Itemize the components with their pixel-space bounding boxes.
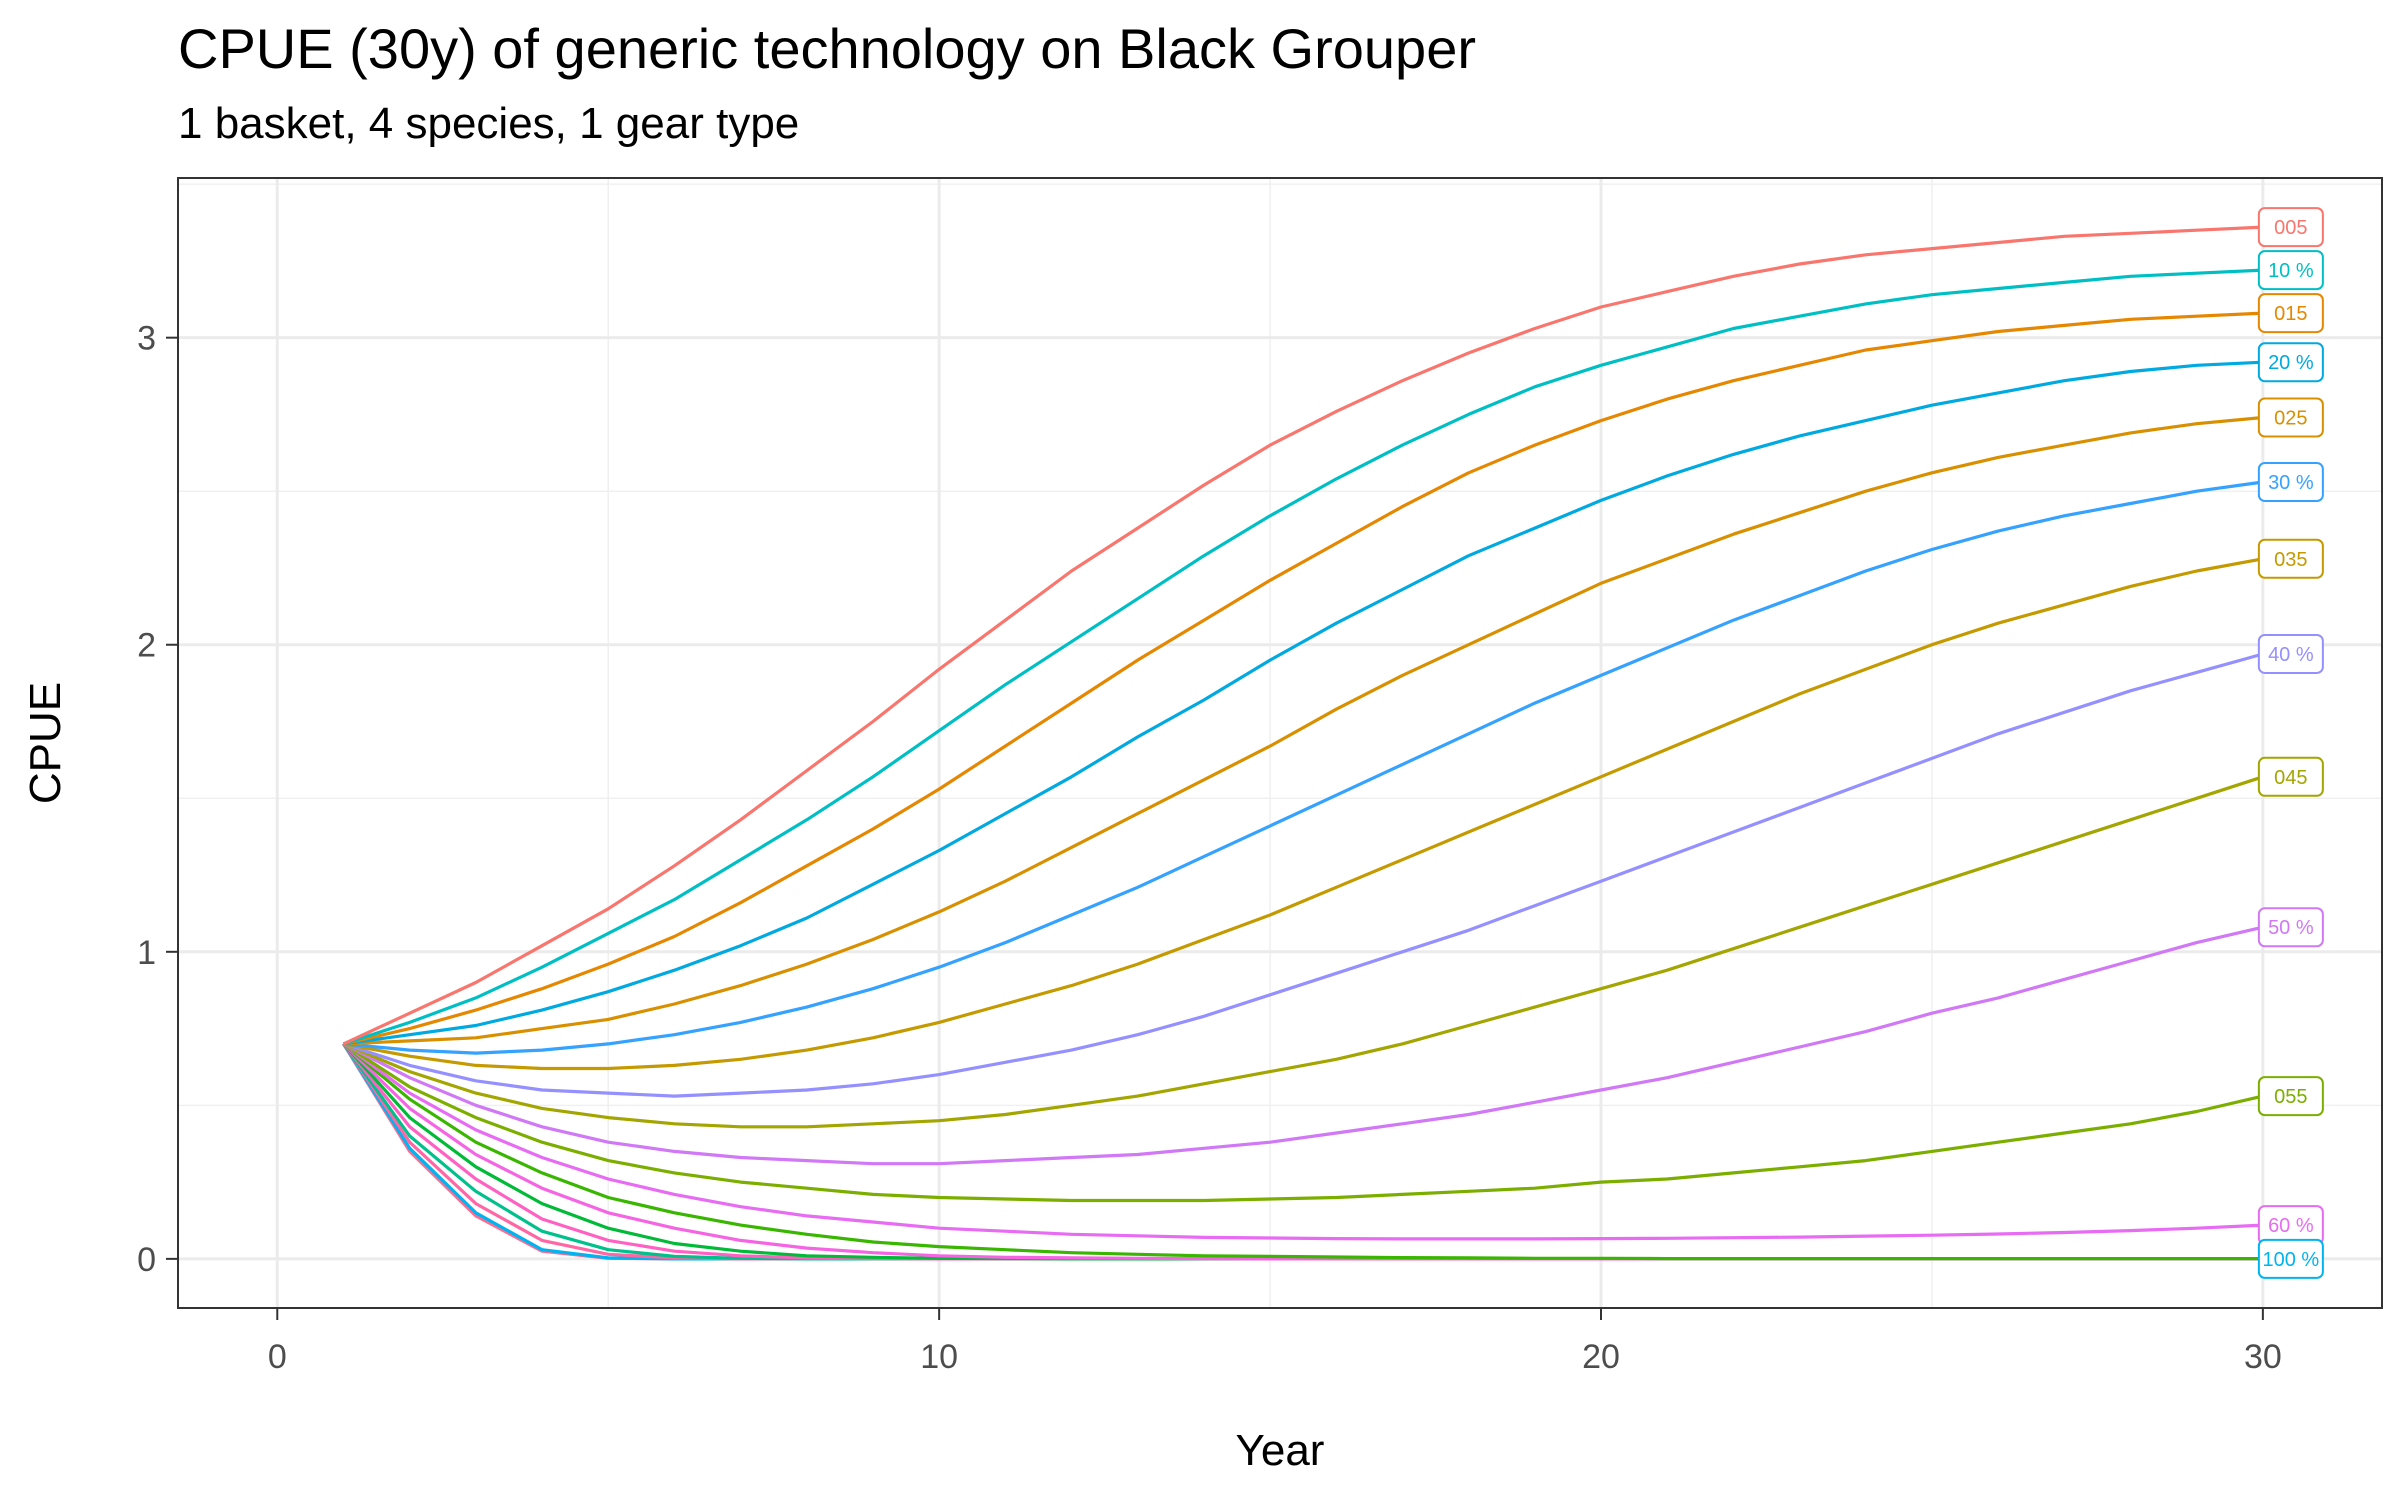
series-line (343, 480, 2264, 1055)
series-line (343, 268, 2263, 1046)
chart-title: CPUE (30y) of generic technology on Blac… (178, 17, 1476, 80)
end-label: 60 % (2257, 1205, 2324, 1246)
end-label: 20 % (2257, 342, 2324, 383)
series-line (342, 775, 2264, 1129)
y-axis: 0 1 2 3 (137, 320, 178, 1279)
series-line (343, 311, 2263, 1046)
series-line (342, 1042, 2263, 1261)
end-label: 015 (2257, 293, 2324, 334)
end-label-text: 40 % (2268, 644, 2314, 666)
y-axis-title: CPUE (21, 682, 70, 804)
grid-lines (178, 178, 2382, 1308)
series-line (343, 415, 2264, 1046)
end-label: 035 (2257, 538, 2324, 579)
plot-area: 005 10 % 015 20 % 025 30 % 035 40 % 045 50 % 055 60… (177, 177, 2383, 1309)
end-label-text: 035 (2274, 549, 2307, 571)
end-label-text: 025 (2274, 408, 2307, 430)
end-label-box (2257, 207, 2324, 248)
series-line (342, 1042, 2263, 1261)
end-label: 50 % (2257, 907, 2324, 948)
end-label: 10 % (2257, 250, 2324, 291)
series-line (342, 1042, 2264, 1203)
x-tick-label: 20 (1582, 1338, 1620, 1376)
end-label-box (2257, 461, 2324, 502)
series-line (342, 1043, 2263, 1261)
series-line (342, 1043, 2263, 1261)
series-line (343, 652, 2264, 1098)
end-label-text: 055 (2274, 1086, 2307, 1108)
end-label-box (2257, 1238, 2324, 1279)
end-label: 055 (2257, 1076, 2324, 1117)
series-line (342, 1042, 2263, 1261)
x-tick-label: 0 (268, 1338, 287, 1376)
end-label-text: 005 (2274, 217, 2307, 239)
x-axis: 0 10 20 30 (268, 1308, 2282, 1376)
end-label-box (2257, 342, 2324, 383)
end-label: 40 % (2257, 633, 2324, 674)
end-label-box (2257, 397, 2324, 438)
series-line (342, 1042, 2263, 1261)
end-label-text: 045 (2274, 767, 2307, 789)
panel-border (177, 177, 2383, 1309)
series-lines (342, 225, 2264, 1261)
end-label: 025 (2257, 397, 2324, 438)
end-label: 005 (2257, 207, 2324, 248)
x-axis-title: Year (1236, 1426, 1325, 1475)
end-label-box (2257, 538, 2324, 579)
end-label: 100 % (2257, 1238, 2324, 1279)
series-line (343, 360, 2263, 1046)
y-tick-label: 1 (137, 934, 156, 972)
y-tick-label: 0 (137, 1241, 156, 1279)
end-label-text: 30 % (2268, 472, 2314, 494)
y-tick-label: 3 (137, 320, 156, 358)
end-label-box (2257, 633, 2324, 674)
y-tick-label: 2 (137, 627, 156, 665)
end-label-box (2257, 1076, 2324, 1117)
end-label-text: 60 % (2268, 1215, 2314, 1237)
end-label-box (2257, 756, 2324, 797)
chart-subtitle: 1 basket, 4 species, 1 gear type (178, 99, 799, 148)
end-label-text: 20 % (2268, 352, 2314, 374)
end-label-box (2257, 250, 2324, 291)
series-line (342, 225, 2263, 1046)
end-label: 045 (2257, 756, 2324, 797)
end-label-text: 015 (2274, 303, 2307, 325)
series-line (342, 1043, 2263, 1261)
end-label-text: 100 % (2263, 1249, 2320, 1271)
series-line (343, 557, 2264, 1071)
end-label-text: 50 % (2268, 917, 2314, 939)
end-label-text: 10 % (2268, 260, 2314, 282)
series-line (342, 1042, 2263, 1241)
series-line (342, 1042, 2263, 1261)
end-label-box (2257, 907, 2324, 948)
series-line (342, 925, 2264, 1166)
x-tick-label: 30 (2244, 1338, 2282, 1376)
end-labels: 005 10 % 015 20 % 025 30 % 035 40 % 045 50 % 055 60… (2257, 207, 2324, 1279)
x-tick-label: 10 (920, 1338, 958, 1376)
end-label-box (2257, 293, 2324, 334)
end-label: 30 % (2257, 461, 2324, 502)
